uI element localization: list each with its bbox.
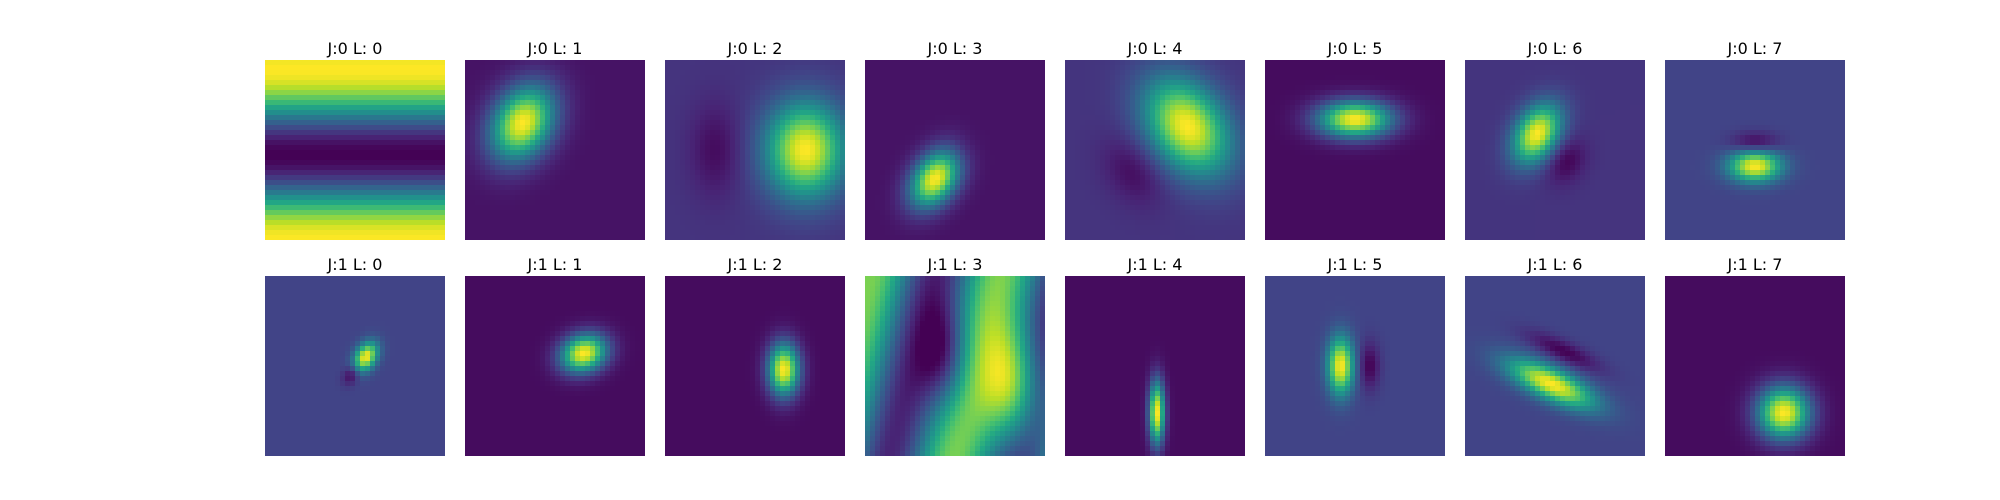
filter-panel: J:0 L: 7 bbox=[1665, 38, 1845, 240]
panel-title: J:0 L: 7 bbox=[1727, 39, 1783, 58]
filter-image bbox=[865, 60, 1045, 240]
filter-panel: J:0 L: 1 bbox=[465, 38, 645, 240]
filter-image bbox=[265, 60, 445, 240]
filter-image bbox=[1265, 276, 1445, 456]
filter-image bbox=[665, 276, 845, 456]
filter-image bbox=[1465, 276, 1645, 456]
filter-panel: J:1 L: 6 bbox=[1465, 254, 1645, 456]
panel-title: J:0 L: 6 bbox=[1527, 39, 1583, 58]
panel-title: J:0 L: 1 bbox=[527, 39, 583, 58]
filter-panel: J:1 L: 3 bbox=[865, 254, 1045, 456]
filter-panel: J:0 L: 6 bbox=[1465, 38, 1645, 240]
panel-title: J:1 L: 0 bbox=[327, 255, 383, 274]
filter-panel: J:1 L: 2 bbox=[665, 254, 845, 456]
panel-title: J:0 L: 5 bbox=[1327, 39, 1383, 58]
filter-image bbox=[865, 276, 1045, 456]
panel-title: J:0 L: 4 bbox=[1127, 39, 1183, 58]
panel-title: J:1 L: 1 bbox=[527, 255, 583, 274]
filter-image bbox=[1065, 276, 1245, 456]
filter-image bbox=[1665, 276, 1845, 456]
filter-panel: J:0 L: 3 bbox=[865, 38, 1045, 240]
filter-image bbox=[465, 276, 645, 456]
filter-panel: J:1 L: 1 bbox=[465, 254, 645, 456]
panel-title: J:1 L: 2 bbox=[727, 255, 783, 274]
panel-title: J:0 L: 3 bbox=[927, 39, 983, 58]
filter-image bbox=[265, 276, 445, 456]
filter-panel: J:1 L: 7 bbox=[1665, 254, 1845, 456]
panel-title: J:1 L: 5 bbox=[1327, 255, 1383, 274]
filter-panel: J:1 L: 0 bbox=[265, 254, 445, 456]
filter-image bbox=[1065, 60, 1245, 240]
panel-title: J:0 L: 2 bbox=[727, 39, 783, 58]
filter-panel: J:0 L: 0 bbox=[265, 38, 445, 240]
panel-title: J:1 L: 6 bbox=[1527, 255, 1583, 274]
filter-image bbox=[665, 60, 845, 240]
filter-panel: J:0 L: 5 bbox=[1265, 38, 1445, 240]
filter-panel: J:1 L: 4 bbox=[1065, 254, 1245, 456]
filter-panel: J:0 L: 4 bbox=[1065, 38, 1245, 240]
panel-title: J:1 L: 4 bbox=[1127, 255, 1183, 274]
filter-panel: J:1 L: 5 bbox=[1265, 254, 1445, 456]
filter-panel: J:0 L: 2 bbox=[665, 38, 845, 240]
filter-image bbox=[1665, 60, 1845, 240]
filter-image bbox=[1265, 60, 1445, 240]
panel-title: J:1 L: 7 bbox=[1727, 255, 1783, 274]
filter-image bbox=[1465, 60, 1645, 240]
panel-title: J:1 L: 3 bbox=[927, 255, 983, 274]
filter-image bbox=[465, 60, 645, 240]
panel-title: J:0 L: 0 bbox=[327, 39, 383, 58]
